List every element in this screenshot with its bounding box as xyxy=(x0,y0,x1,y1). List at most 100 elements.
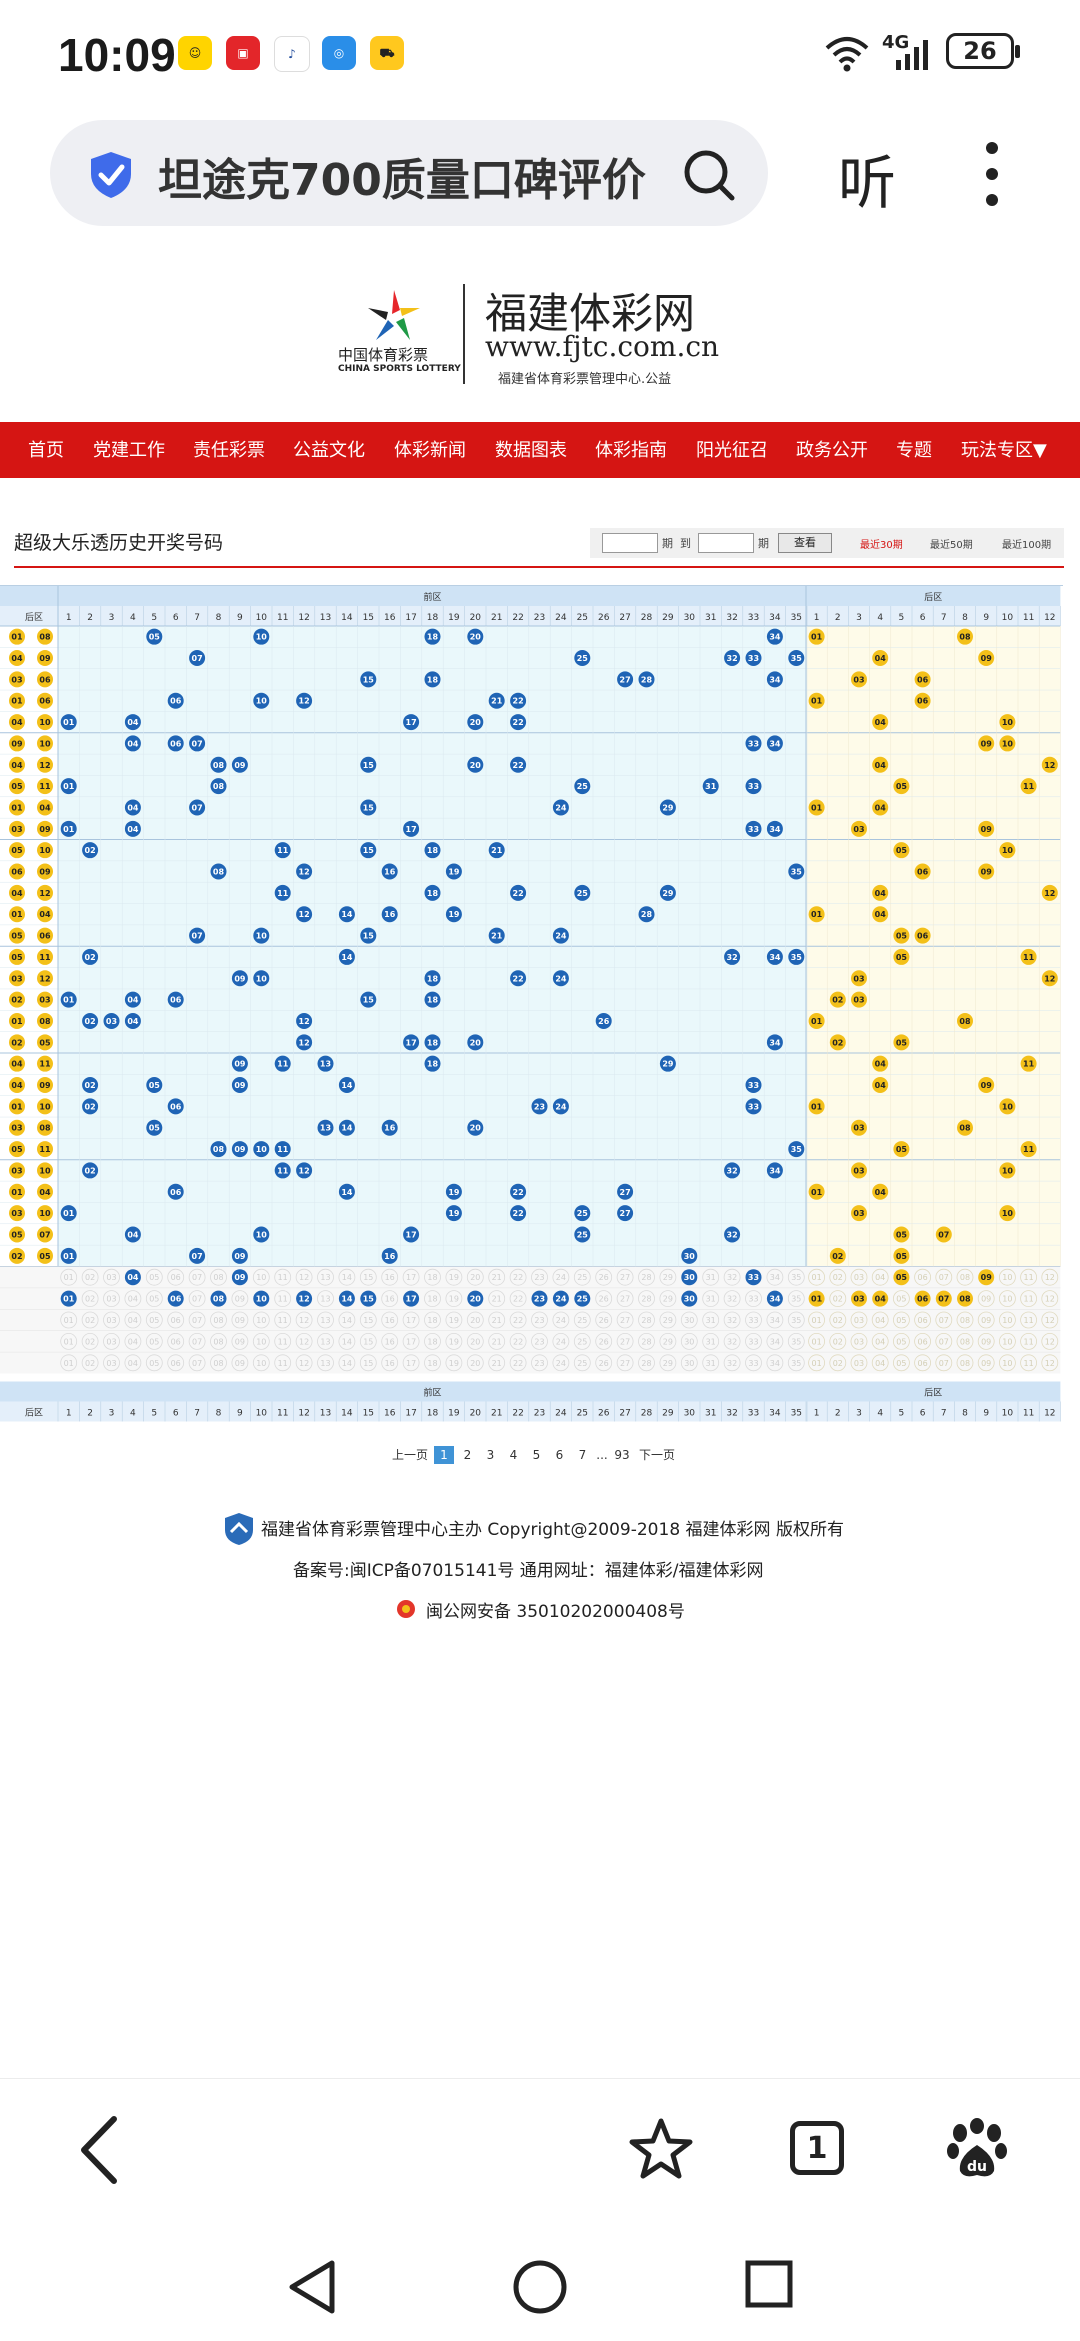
pred-empty-ball[interactable] xyxy=(488,1290,506,1307)
pred-empty-ball[interactable] xyxy=(338,1333,356,1350)
pred-empty-ball[interactable] xyxy=(509,1268,527,1286)
pred-empty-ball[interactable] xyxy=(616,1354,634,1372)
pred-empty-ball[interactable] xyxy=(745,1290,762,1307)
pred-empty-ball[interactable] xyxy=(723,1290,741,1307)
pred-empty-ball[interactable] xyxy=(723,1333,741,1350)
pred-empty-ball[interactable] xyxy=(424,1354,441,1372)
pred-empty-ball[interactable] xyxy=(595,1354,613,1372)
pager-page-last[interactable]: 93 xyxy=(614,1448,630,1462)
pred-empty-ball[interactable] xyxy=(723,1354,741,1372)
pred-empty-ball[interactable] xyxy=(445,1354,463,1372)
pred-empty-ball[interactable] xyxy=(977,1333,995,1350)
pred-empty-ball[interactable] xyxy=(124,1354,142,1372)
pager-prev[interactable]: 上一页 xyxy=(391,1448,428,1462)
pred-empty-ball[interactable] xyxy=(231,1290,249,1307)
pred-empty-ball[interactable] xyxy=(573,1311,591,1329)
pred-empty-ball[interactable] xyxy=(1041,1311,1059,1329)
more-menu-icon[interactable] xyxy=(980,140,1004,208)
pred-empty-ball[interactable] xyxy=(745,1354,762,1372)
nav-item-home[interactable]: 首页 xyxy=(28,440,64,461)
pred-empty-ball[interactable] xyxy=(893,1311,910,1329)
pred-empty-ball[interactable] xyxy=(252,1354,270,1372)
pager-page-5[interactable]: 5 xyxy=(532,1448,541,1462)
pred-empty-ball[interactable] xyxy=(167,1311,185,1329)
pred-empty-ball[interactable] xyxy=(145,1311,163,1329)
search-bar[interactable]: 坦途克700质量口碑评价 xyxy=(50,120,768,226)
pred-empty-ball[interactable] xyxy=(723,1268,741,1286)
nav-item-guide[interactable]: 体彩指南 xyxy=(595,440,667,461)
system-home-icon[interactable] xyxy=(512,2259,568,2315)
pred-empty-ball[interactable] xyxy=(914,1311,931,1329)
pred-empty-ball[interactable] xyxy=(935,1311,953,1329)
pred-empty-ball[interactable] xyxy=(424,1311,441,1329)
pred-empty-ball[interactable] xyxy=(488,1333,506,1350)
pred-empty-ball[interactable] xyxy=(381,1354,399,1372)
pred-empty-ball[interactable] xyxy=(274,1333,292,1350)
pred-empty-ball[interactable] xyxy=(167,1333,185,1350)
pred-empty-ball[interactable] xyxy=(124,1333,142,1350)
pred-empty-ball[interactable] xyxy=(359,1268,377,1286)
pred-empty-ball[interactable] xyxy=(60,1333,78,1350)
period-from-input[interactable] xyxy=(602,533,658,553)
pred-empty-ball[interactable] xyxy=(359,1333,377,1350)
pred-empty-ball[interactable] xyxy=(850,1268,868,1286)
pred-empty-ball[interactable] xyxy=(914,1333,931,1350)
pred-empty-ball[interactable] xyxy=(616,1290,634,1307)
pred-empty-ball[interactable] xyxy=(317,1333,334,1350)
pred-empty-ball[interactable] xyxy=(829,1311,847,1329)
nav-item-welfare[interactable]: 公益文化 xyxy=(293,440,365,461)
pred-empty-ball[interactable] xyxy=(723,1311,741,1329)
pred-empty-ball[interactable] xyxy=(60,1311,78,1329)
pred-empty-ball[interactable] xyxy=(1020,1268,1037,1286)
pred-empty-ball[interactable] xyxy=(1020,1354,1037,1372)
pred-empty-ball[interactable] xyxy=(999,1290,1016,1307)
pred-empty-ball[interactable] xyxy=(60,1354,78,1372)
pred-empty-ball[interactable] xyxy=(595,1311,613,1329)
pred-empty-ball[interactable] xyxy=(766,1311,784,1329)
pred-empty-ball[interactable] xyxy=(381,1290,399,1307)
pred-empty-ball[interactable] xyxy=(424,1290,441,1307)
pred-empty-ball[interactable] xyxy=(871,1311,889,1329)
nav-item-charts[interactable]: 数据图表 xyxy=(495,440,567,461)
pred-empty-ball[interactable] xyxy=(81,1311,99,1329)
pred-empty-ball[interactable] xyxy=(103,1333,120,1350)
pred-empty-ball[interactable] xyxy=(659,1333,677,1350)
pred-empty-ball[interactable] xyxy=(231,1333,249,1350)
pred-empty-ball[interactable] xyxy=(210,1354,227,1372)
search-query[interactable]: 坦途克700质量口碑评价 xyxy=(158,155,646,206)
pred-empty-ball[interactable] xyxy=(188,1268,206,1286)
pred-empty-ball[interactable] xyxy=(999,1333,1016,1350)
pred-empty-ball[interactable] xyxy=(1041,1354,1059,1372)
pred-empty-ball[interactable] xyxy=(702,1290,720,1307)
recent-50-link[interactable]: 最近50期 xyxy=(930,540,973,551)
pred-empty-ball[interactable] xyxy=(466,1268,484,1286)
pred-empty-ball[interactable] xyxy=(638,1290,655,1307)
pred-empty-ball[interactable] xyxy=(60,1268,78,1286)
search-icon[interactable] xyxy=(682,148,736,202)
pred-empty-ball[interactable] xyxy=(1041,1290,1059,1307)
pred-empty-ball[interactable] xyxy=(402,1333,420,1350)
pred-empty-ball[interactable] xyxy=(659,1311,677,1329)
pred-empty-ball[interactable] xyxy=(445,1268,463,1286)
pred-empty-ball[interactable] xyxy=(595,1333,613,1350)
query-button[interactable]: 查看 xyxy=(778,533,832,553)
pred-empty-ball[interactable] xyxy=(977,1354,995,1372)
pred-empty-ball[interactable] xyxy=(381,1333,399,1350)
pred-empty-ball[interactable] xyxy=(935,1354,953,1372)
pred-empty-ball[interactable] xyxy=(531,1311,548,1329)
pred-empty-ball[interactable] xyxy=(893,1354,910,1372)
pred-empty-ball[interactable] xyxy=(829,1354,847,1372)
pred-empty-ball[interactable] xyxy=(145,1333,163,1350)
pred-empty-ball[interactable] xyxy=(638,1354,655,1372)
pred-empty-ball[interactable] xyxy=(638,1333,655,1350)
pred-empty-ball[interactable] xyxy=(317,1311,334,1329)
nav-item-gov[interactable]: 政务公开 xyxy=(796,440,868,461)
pred-empty-ball[interactable] xyxy=(956,1311,974,1329)
pred-empty-ball[interactable] xyxy=(850,1311,868,1329)
pred-empty-ball[interactable] xyxy=(274,1290,292,1307)
pred-empty-ball[interactable] xyxy=(808,1268,825,1286)
pred-empty-ball[interactable] xyxy=(210,1333,227,1350)
pred-empty-ball[interactable] xyxy=(381,1311,399,1329)
pred-empty-ball[interactable] xyxy=(552,1311,570,1329)
pred-empty-ball[interactable] xyxy=(509,1354,527,1372)
